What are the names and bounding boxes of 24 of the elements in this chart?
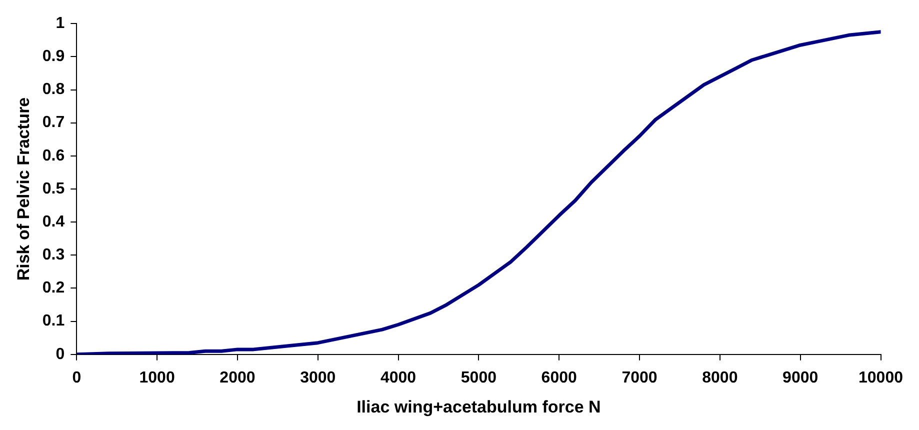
x-tick-label: 8000 bbox=[702, 369, 738, 386]
y-tick-label: 0.7 bbox=[42, 114, 65, 132]
y-tick-label: 0 bbox=[56, 346, 65, 363]
y-tick-label: 0.9 bbox=[42, 48, 65, 66]
x-tick-label: 2000 bbox=[220, 369, 256, 386]
x-tick-label: 7000 bbox=[622, 369, 658, 386]
x-tick-label: 3000 bbox=[300, 369, 336, 386]
x-tick-label: 1000 bbox=[139, 369, 175, 386]
y-tick-label: 0.4 bbox=[42, 213, 65, 230]
y-tick-label: 1 bbox=[56, 15, 65, 32]
y-tick-label: 0.3 bbox=[42, 246, 65, 264]
y-tick-label: 0.1 bbox=[42, 312, 65, 330]
y-tick-label: 0.8 bbox=[42, 81, 65, 98]
x-tick-label: 5000 bbox=[460, 369, 497, 386]
y-tick-label: 0.2 bbox=[42, 280, 65, 297]
y-tick-label: 0.5 bbox=[42, 180, 65, 198]
x-tick-label: 4000 bbox=[380, 369, 416, 386]
x-tick-label: 9000 bbox=[782, 369, 818, 386]
x-axis-title: Iliac wing+acetabulum force N bbox=[356, 397, 601, 416]
x-tick-label: 10000 bbox=[858, 369, 904, 386]
x-tick-label: 0 bbox=[72, 369, 82, 386]
y-tick-label: 0.6 bbox=[42, 147, 65, 164]
x-tick-label: 6000 bbox=[541, 369, 578, 386]
y-axis-title: Risk of Pelvic Fracture bbox=[14, 97, 33, 281]
